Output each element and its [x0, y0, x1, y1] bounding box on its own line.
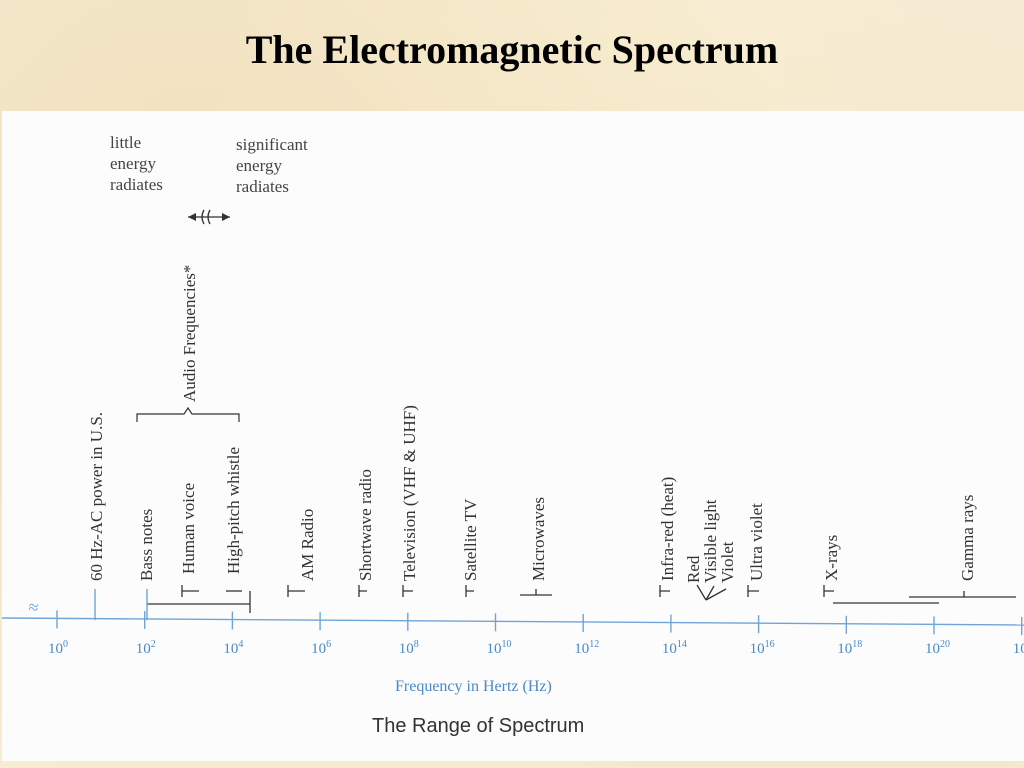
- label-high-pitch-whistle: High-pitch whistle: [224, 447, 243, 574]
- tick-label: 106: [311, 639, 331, 657]
- label-red: Red: [684, 555, 703, 583]
- svg-text:energy: energy: [110, 154, 156, 173]
- label-television: Television (VHF & UHF): [400, 405, 419, 581]
- label-shortwave-radio: Shortwave radio: [356, 469, 375, 581]
- svg-text:radiates: radiates: [110, 175, 163, 194]
- label-x-rays: X-rays: [822, 535, 841, 581]
- spectrum-figure: little energy radiates significant energ…: [2, 111, 1024, 761]
- significant-energy-note: significant energy radiates: [236, 135, 308, 196]
- label-infra-red: Infra-red (heat): [658, 477, 677, 581]
- label-visible-light: Visible light: [701, 499, 720, 583]
- label-60hz-power: 60 Hz-AC power in U.S.: [87, 412, 106, 581]
- axis-break-symbol: ≈: [27, 597, 40, 618]
- label-satellite-tv: Satellite TV: [461, 498, 480, 581]
- tick-label: 1018: [837, 639, 862, 657]
- label-violet: Violet: [718, 541, 737, 583]
- tick-label: 1016: [750, 639, 775, 657]
- little-energy-note: little energy radiates: [110, 133, 163, 194]
- label-audio-frequencies: Audio Frequencies*: [180, 265, 199, 402]
- slide-title: The Electromagnetic Spectrum: [245, 27, 779, 72]
- tick-label: 102: [136, 639, 156, 657]
- tick-label: 100: [48, 639, 68, 657]
- tick-label: 1012: [574, 639, 599, 657]
- tick-label: 1010: [487, 639, 512, 657]
- axis-title: Frequency in Hertz (Hz): [395, 678, 552, 695]
- tick-label: 1020: [925, 639, 950, 657]
- tick-label: 1014: [662, 639, 687, 657]
- audio-frequencies-brace: [136, 406, 240, 422]
- label-bass-notes: Bass notes: [137, 509, 156, 581]
- frequency-axis: ≈: [2, 589, 1024, 626]
- tick-label: 102: [1013, 639, 1024, 657]
- label-gamma-rays: Gamma rays: [958, 495, 977, 581]
- figure-caption: The Range of Spectrum: [372, 715, 584, 737]
- energy-threshold-arrow: [188, 209, 230, 225]
- label-am-radio: AM Radio: [298, 509, 317, 581]
- range-bars: [147, 591, 1016, 613]
- tick-label: 108: [399, 639, 419, 657]
- tick-label: 104: [223, 639, 243, 657]
- axis-ticks: 100 102 104 106 108 1010 1012 1014 1016 1018 1020 1…: [48, 610, 1024, 657]
- label-microwaves: Microwaves: [529, 497, 548, 581]
- leader-markers: [181, 584, 834, 601]
- label-human-voice: Human voice: [179, 483, 198, 574]
- svg-text:significant: significant: [236, 135, 308, 154]
- label-ultra-violet: Ultra violet: [747, 503, 766, 581]
- svg-text:energy: energy: [236, 156, 282, 175]
- spectrum-diagram: little energy radiates significant energ…: [2, 133, 1024, 737]
- svg-text:little: little: [110, 133, 141, 152]
- svg-text:radiates: radiates: [236, 177, 289, 196]
